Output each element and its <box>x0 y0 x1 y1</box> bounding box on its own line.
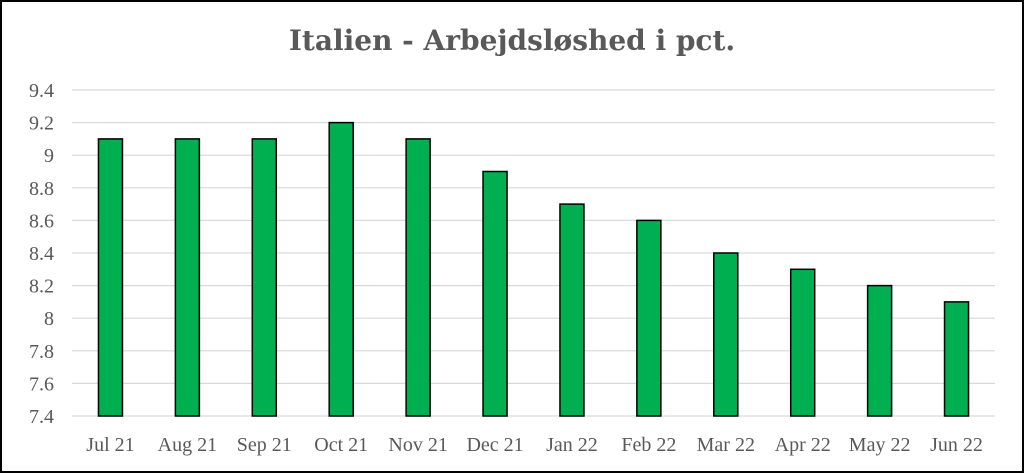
x-tick-label: Jan 22 <box>546 434 598 456</box>
bar <box>713 252 739 417</box>
bar <box>97 138 124 417</box>
bar <box>482 170 508 417</box>
y-tick-label: 8.8 <box>29 178 54 200</box>
bars <box>97 121 970 417</box>
x-tick-label: Sep 21 <box>237 434 292 456</box>
y-tick-label: 7.4 <box>29 406 54 428</box>
bar <box>405 138 431 417</box>
x-axis-ticks: Jul 21 Aug 21 Sep 21 Oct 21 Nov 21 Dec 21 Jan … <box>86 434 983 456</box>
y-tick-label: 8 <box>44 308 54 330</box>
bar <box>559 203 585 417</box>
bar <box>174 138 201 417</box>
y-tick-label: 9 <box>44 145 54 167</box>
x-tick-label: Jun 22 <box>930 434 983 456</box>
bar <box>636 219 662 417</box>
bar <box>866 284 893 417</box>
bar <box>328 121 354 417</box>
x-tick-label: Aug 21 <box>158 434 217 456</box>
x-tick-label: Jul 21 <box>86 434 134 456</box>
x-tick-label: May 22 <box>849 434 911 456</box>
y-tick-label: 8.4 <box>29 243 54 265</box>
y-tick-label: 9.2 <box>29 113 54 135</box>
x-tick-label: Dec 21 <box>466 434 523 456</box>
y-axis-ticks: 7.4 7.6 7.8 8 8.2 8.4 8.6 8.8 9 9.2 9.4 <box>29 80 54 428</box>
x-tick-label: Apr 22 <box>775 434 831 456</box>
x-tick-label: Feb 22 <box>621 434 676 456</box>
bar <box>789 268 816 417</box>
y-tick-label: 7.6 <box>29 373 54 395</box>
gridlines <box>72 89 995 417</box>
y-tick-label: 7.8 <box>29 341 54 363</box>
bar <box>251 138 278 417</box>
x-tick-label: Nov 21 <box>388 434 447 456</box>
y-tick-label: 8.6 <box>29 210 54 232</box>
x-tick-label: Oct 21 <box>314 434 368 456</box>
y-tick-label: 8.2 <box>29 276 54 298</box>
x-tick-label: Mar 22 <box>697 434 755 456</box>
y-tick-label: 9.4 <box>29 80 54 102</box>
chart-title: Italien - Arbejdsløshed i pct. <box>289 24 735 57</box>
bar <box>943 301 970 417</box>
